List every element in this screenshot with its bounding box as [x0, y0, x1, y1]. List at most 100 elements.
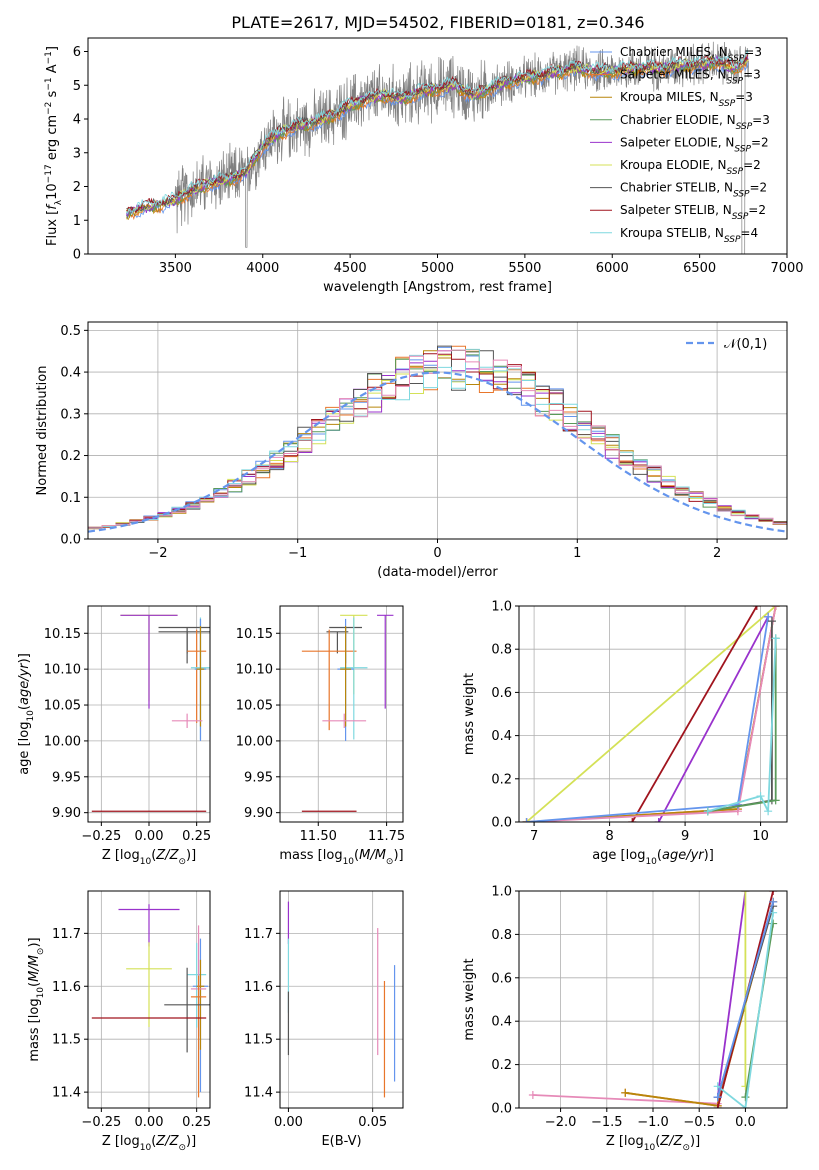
x-axis-label: Z [log10(Z/Z⊙)]	[102, 1134, 196, 1153]
x-axis-label: Z [log10(Z/Z⊙)]	[102, 848, 196, 867]
cumulative-line	[631, 606, 758, 822]
y-tick-label: 0.6	[491, 971, 512, 986]
cumulative-marker	[621, 1088, 630, 1097]
errorbar-point	[377, 614, 394, 709]
errorbar-point	[120, 614, 178, 709]
x-tick-label: −2	[148, 546, 167, 561]
x-tick-label: 0.05	[358, 1115, 387, 1130]
x-tick-label: 8	[605, 829, 613, 844]
errorbar-point	[187, 942, 207, 1028]
plot-area	[91, 614, 210, 812]
x-axis-label: wavelength [Angstrom, rest frame]	[323, 280, 552, 295]
x-tick-label: 2	[713, 546, 721, 561]
y-tick-label: 0.2	[491, 772, 512, 787]
y-tick-label: 1	[73, 214, 81, 229]
x-tick-label: 0.25	[182, 1115, 211, 1130]
plot-area	[301, 614, 394, 812]
x-tick-label: 1	[573, 546, 581, 561]
cumulative-line	[657, 616, 769, 822]
mass_vs_Z-panel: −0.25 0.00 0.25 11.4 11.5 11.6 11.7 Z [log10(Z/…	[27, 890, 211, 1153]
errorbar-point	[322, 713, 367, 728]
x-tick-label: 0.00	[135, 1115, 164, 1130]
cumulative-marker	[771, 634, 780, 643]
y-tick-label: 0.2	[60, 449, 81, 464]
errorbar-point	[171, 713, 203, 728]
plot-area	[528, 891, 778, 1108]
model-spectrum-kroupa-stelib	[126, 49, 749, 215]
x-axis-label: age [log10(age/yr)]	[592, 848, 714, 867]
y-tick-label: 10.05	[44, 699, 81, 714]
cumulative-line	[525, 606, 777, 822]
cumulative-marker	[528, 1090, 537, 1099]
y-tick-label: 0.4	[491, 1015, 512, 1030]
cumulative-marker	[764, 612, 773, 621]
cumulative-marker	[713, 1093, 722, 1102]
y-tick-label: 10.00	[44, 734, 81, 749]
y-tick-label: 10.05	[236, 699, 273, 714]
cumulative-marker	[767, 617, 776, 626]
histogram-pink	[88, 349, 787, 529]
errorbar-point	[326, 631, 349, 654]
x-axis-label: Z [log10(Z/Z⊙)]	[606, 1134, 700, 1153]
cumulative-marker	[522, 818, 531, 822]
cumulative-line	[716, 901, 774, 1098]
errorbar-point	[164, 967, 210, 1053]
y-tick-label: 0.3	[60, 407, 81, 422]
x-tick-label: 11.75	[368, 829, 405, 844]
x-tick-label: 0.0	[735, 1115, 756, 1130]
x-tick-label: 4500	[334, 261, 367, 276]
cum_Z-panel: −2.0 −1.5 −1.0 −0.5 0.0 0.0 0.2 0.4 0.6 0.8 1.0 Z […	[462, 885, 788, 1153]
x-tick-label: −0.5	[683, 1115, 715, 1130]
plot-area	[287, 901, 396, 1098]
age_vs_mass-panel: 11.50 11.75 9.90 9.95 10.00 10.05 10.10 10.15 ma…	[236, 605, 405, 867]
errorbar-point	[190, 975, 207, 1098]
cum_age-panel: 7 8 9 10 0.0 0.2 0.4 0.6 0.8 1.0 age [log10(age/yr…	[462, 600, 788, 867]
figure-title: PLATE=2617, MJD=54502, FIBERID=0181, z=0…	[231, 13, 644, 32]
axes-frame	[279, 605, 404, 823]
y-tick-label: 0.0	[60, 533, 81, 548]
plot-area	[91, 904, 210, 1098]
cumulative-marker	[741, 1104, 750, 1108]
x-tick-label: 4000	[246, 261, 279, 276]
y-tick-label: 9.90	[244, 806, 273, 821]
cumulative-line	[717, 912, 774, 1108]
model-spectrum-kroupa-miles	[126, 56, 749, 220]
axes-frame	[518, 605, 788, 823]
errorbar-point	[158, 631, 210, 654]
spectrum-legend: Chabrier MILES, NSSP=3 Salpeter MILES, NS…	[590, 45, 770, 245]
y-axis-label: age [log10(age/yr)]	[17, 653, 36, 775]
x-tick-label: 3500	[159, 261, 192, 276]
cumulative-marker	[703, 807, 712, 816]
x-tick-label: 0.25	[182, 829, 211, 844]
spectrum-panel: 3500 4000 4500 5000 5500 6000 6500 7000 0 1 2 3 4 5 6 w…	[44, 37, 804, 295]
plot-area	[126, 41, 749, 254]
y-axis-label: mass weight	[462, 673, 477, 755]
y-tick-label: 11.5	[244, 1033, 273, 1048]
y-tick-label: 0.0	[491, 1102, 512, 1117]
x-tick-label: −0.25	[81, 1115, 121, 1130]
y-tick-label: 0.6	[491, 686, 512, 701]
x-tick-label: 11.50	[300, 829, 337, 844]
y-tick-label: 11.7	[52, 927, 81, 942]
errorbar-point	[340, 617, 368, 740]
cumulative-marker	[752, 606, 761, 610]
x-tick-label: −2.0	[545, 1115, 577, 1130]
cumulative-marker	[741, 891, 750, 895]
y-tick-label: 1.0	[491, 885, 512, 900]
y-tick-label: 0	[73, 248, 81, 263]
x-tick-label: 6500	[683, 261, 716, 276]
y-tick-label: 11.4	[244, 1086, 273, 1101]
cumulative-marker	[771, 796, 780, 805]
y-tick-label: 5	[73, 79, 81, 94]
y-tick-label: 11.5	[52, 1033, 81, 1048]
y-tick-label: 10.15	[236, 627, 273, 642]
y-tick-label: 9.95	[244, 770, 273, 785]
y-tick-label: 0.4	[491, 729, 512, 744]
legend-label: Kroupa ELODIE, NSSP=2	[620, 158, 761, 177]
y-tick-label: 9.95	[52, 770, 81, 785]
cumulative-marker	[756, 792, 765, 801]
age_vs_Z-panel: −0.25 0.00 0.25 9.90 9.95 10.00 10.05 10.10 10.1…	[17, 605, 211, 867]
normal-curve	[88, 371, 787, 533]
errorbar-point	[340, 626, 352, 727]
